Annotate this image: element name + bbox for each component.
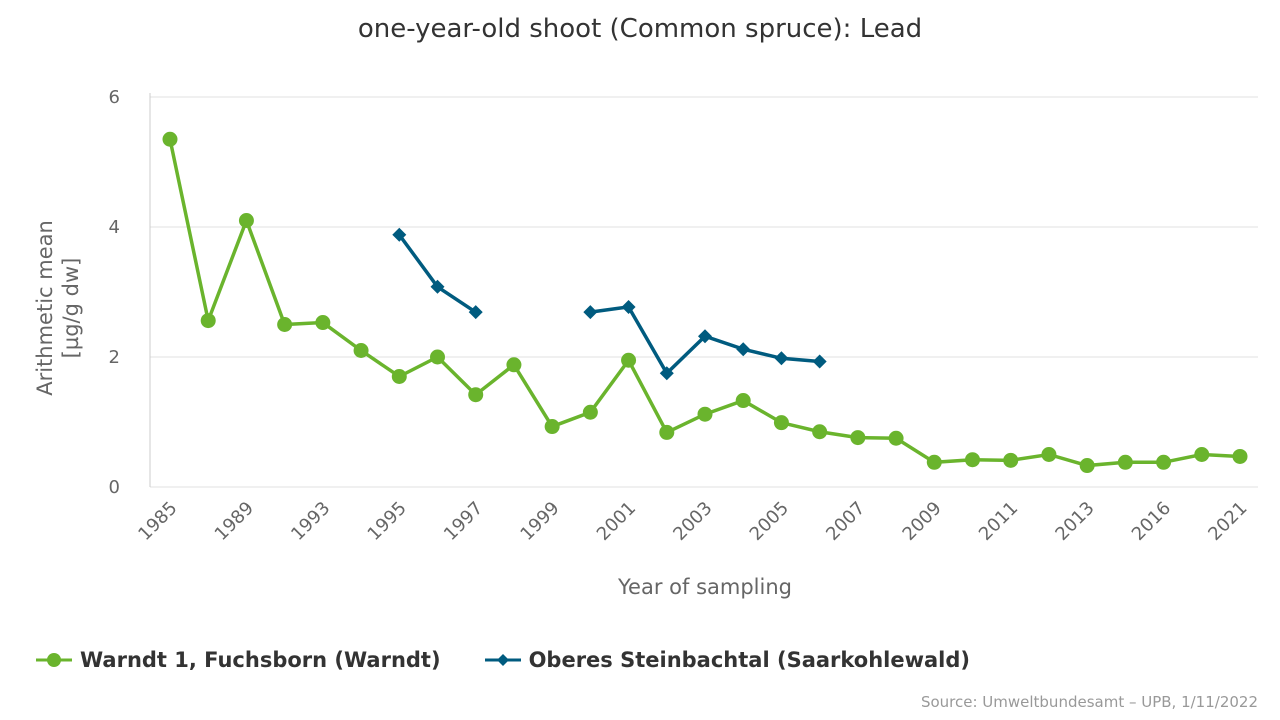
- data-point: [1079, 458, 1095, 474]
- data-point: [544, 419, 560, 435]
- data-point: [926, 454, 942, 470]
- y-axis-title-line: [µg/g dw]: [59, 258, 83, 359]
- x-tick-label: 2013: [1051, 498, 1098, 545]
- x-tick-label: 2003: [669, 498, 716, 545]
- data-point: [430, 349, 445, 365]
- data-point: [773, 415, 789, 431]
- source-note: Source: Umweltbundesamt – UPB, 1/11/2022: [920, 693, 1258, 711]
- data-point: [277, 317, 293, 332]
- data-point: [659, 424, 675, 440]
- x-tick-label: 2007: [822, 498, 869, 545]
- y-axis-title-line: Arithmetic mean: [33, 220, 57, 396]
- data-point: [1156, 454, 1172, 470]
- data-point: [582, 404, 598, 420]
- x-tick-label: 1989: [211, 498, 258, 545]
- x-tick-label: 2001: [593, 498, 640, 545]
- x-tick-label: 1985: [134, 498, 181, 545]
- chart-title: one-year-old shoot (Common spruce): Lead: [357, 14, 923, 44]
- legend-item-warndt[interactable]: Warndt 1, Fuchsborn (Warndt): [36, 648, 441, 672]
- data-point: [391, 369, 407, 384]
- data-point: [238, 213, 254, 228]
- data-point: [812, 424, 828, 440]
- data-point: [392, 227, 407, 242]
- line-chart: 0 2 4 6 1985 1989 1993 1995 1997 1999 2001 2003 2005…: [33, 87, 1258, 599]
- data-point: [1194, 447, 1210, 462]
- y-axis-title: Arithmetic mean[µg/g dw]: [33, 220, 83, 396]
- x-tick-label: 2009: [899, 498, 946, 545]
- legend-item-steinbachtal[interactable]: Oberes Steinbachtal (Saarkohlewald): [484, 648, 971, 672]
- data-point: [735, 393, 751, 409]
- y-tick-label: 4: [109, 217, 120, 238]
- data-point: [1117, 454, 1133, 470]
- diamond-marker-icon: [484, 654, 521, 666]
- x-tick-label: 1995: [364, 498, 411, 545]
- x-tick-label: 2021: [1204, 498, 1251, 545]
- legend-label: Warndt 1, Fuchsborn (Warndt): [80, 648, 441, 672]
- data-point: [506, 357, 522, 373]
- data-point: [621, 352, 637, 368]
- data-point: [697, 406, 713, 422]
- x-axis-title: Year of sampling: [617, 575, 792, 599]
- data-point: [659, 366, 674, 381]
- series-line-1: [397, 233, 477, 314]
- data-point: [1003, 452, 1019, 468]
- x-tick-label: 2005: [746, 498, 793, 545]
- data-point: [1232, 448, 1248, 464]
- x-tick-label: 2016: [1128, 498, 1175, 545]
- data-point: [736, 342, 751, 357]
- y-tick-label: 0: [109, 477, 120, 498]
- data-point: [315, 315, 331, 331]
- circle-marker-icon: [36, 653, 72, 667]
- data-point: [812, 354, 827, 369]
- data-point: [583, 305, 598, 320]
- data-point: [162, 131, 178, 147]
- data-point: [698, 329, 712, 344]
- x-tick-label: 1997: [440, 498, 487, 545]
- data-point: [965, 452, 980, 468]
- data-point: [774, 351, 789, 366]
- data-point: [468, 305, 483, 320]
- data-point: [1041, 447, 1057, 462]
- data-point: [621, 299, 636, 314]
- data-point: [430, 279, 445, 294]
- y-tick-label: 2: [109, 347, 120, 368]
- data-point: [888, 430, 904, 446]
- legend: Warndt 1, Fuchsborn (Warndt) Oberes Stei…: [36, 648, 970, 672]
- y-tick-label: 6: [109, 87, 120, 108]
- x-tick-label: 2011: [975, 498, 1022, 545]
- data-point: [850, 430, 866, 446]
- data-point: [200, 313, 216, 329]
- data-point: [468, 387, 484, 403]
- x-tick-label: 1999: [516, 498, 563, 545]
- legend-label: Oberes Steinbachtal (Saarkohlewald): [528, 648, 971, 672]
- data-point: [353, 343, 369, 358]
- x-tick-label: 1993: [287, 498, 334, 545]
